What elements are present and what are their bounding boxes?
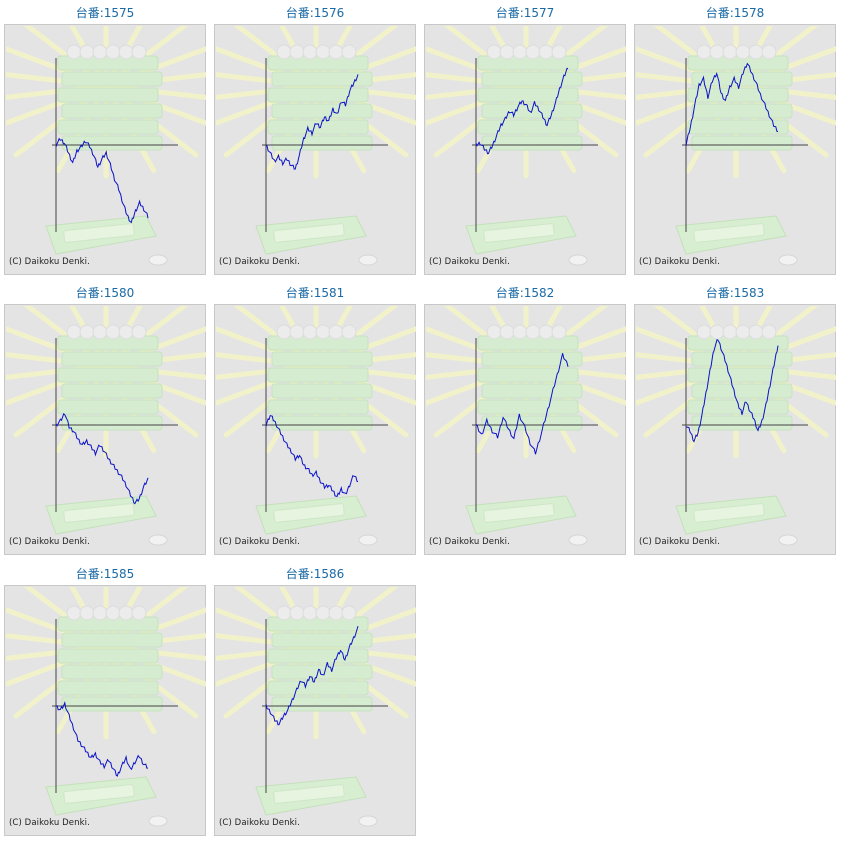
machine-illustration-watermark	[636, 306, 836, 546]
slump-graph[interactable]: (C) Daikoku Denki.	[214, 304, 416, 555]
slump-series-line	[685, 338, 779, 443]
machine-number-label[interactable]: 台番:1583	[705, 286, 765, 300]
machine-illustration-watermark	[426, 306, 626, 546]
slump-graph[interactable]: (C) Daikoku Denki.	[634, 304, 836, 555]
copyright-text: (C) Daikoku Denki.	[9, 537, 90, 547]
machine-card[interactable]: 台番:1583 (C) Daikoku Denki.	[630, 280, 840, 556]
machine-number-label[interactable]: 台番:1577	[495, 6, 555, 20]
slump-graph[interactable]: (C) Daikoku Denki.	[214, 585, 416, 836]
slump-graph[interactable]: (C) Daikoku Denki.	[424, 24, 626, 275]
copyright-text: (C) Daikoku Denki.	[639, 537, 720, 547]
machine-illustration-watermark	[6, 26, 206, 266]
machine-number-label[interactable]: 台番:1575	[75, 6, 135, 20]
copyright-text: (C) Daikoku Denki.	[429, 257, 510, 267]
slump-series-line	[265, 74, 359, 170]
copyright-text: (C) Daikoku Denki.	[219, 818, 300, 828]
slump-series-line	[55, 701, 149, 777]
slump-graph-chart	[6, 26, 206, 266]
machine-number-label[interactable]: 台番:1576	[285, 6, 345, 20]
slump-series-line	[55, 412, 149, 505]
machine-number-label[interactable]: 台番:1586	[285, 567, 345, 581]
slump-graph[interactable]: (C) Daikoku Denki.	[634, 24, 836, 275]
copyright-text: (C) Daikoku Denki.	[429, 537, 510, 547]
slump-graph-chart	[636, 306, 836, 546]
copyright-text: (C) Daikoku Denki.	[219, 537, 300, 547]
machine-number-label[interactable]: 台番:1580	[75, 286, 135, 300]
slump-graph-chart	[6, 306, 206, 546]
machine-card[interactable]: 台番:1578 (C) Daikoku Denki.	[630, 0, 840, 276]
slump-series-line	[265, 626, 359, 726]
slump-graph-chart	[6, 587, 206, 827]
machine-card[interactable]: 台番:1577 (C) Daikoku Denki.	[420, 0, 630, 276]
machine-illustration-watermark	[6, 306, 206, 546]
machine-card[interactable]: 台番:1582 (C) Daikoku Denki.	[420, 280, 630, 556]
machine-number-label[interactable]: 台番:1585	[75, 567, 135, 581]
machine-illustration-watermark	[216, 306, 416, 546]
slump-graph[interactable]: (C) Daikoku Denki.	[4, 24, 206, 275]
copyright-text: (C) Daikoku Denki.	[639, 257, 720, 267]
machine-illustration-watermark	[6, 587, 206, 827]
slump-series-line	[475, 67, 569, 155]
slump-graph-chart	[426, 306, 626, 546]
slump-graph-chart	[216, 306, 416, 546]
slump-series-line	[685, 62, 779, 146]
machine-illustration-watermark	[636, 26, 836, 266]
machine-card[interactable]: 台番:1575 (C) Daikoku Denki.	[0, 0, 210, 276]
machine-number-label[interactable]: 台番:1581	[285, 286, 345, 300]
slump-series-line	[475, 353, 569, 455]
slump-graph-chart	[216, 26, 416, 266]
machine-card[interactable]: 台番:1576 (C) Daikoku Denki.	[210, 0, 420, 276]
machine-card[interactable]: 台番:1581 (C) Daikoku Denki.	[210, 280, 420, 556]
slump-graph-chart	[636, 26, 836, 266]
copyright-text: (C) Daikoku Denki.	[219, 257, 300, 267]
slump-series-line	[55, 137, 149, 224]
machine-card[interactable]: 台番:1580 (C) Daikoku Denki.	[0, 280, 210, 556]
machine-illustration-watermark	[216, 26, 416, 266]
slump-graph[interactable]: (C) Daikoku Denki.	[4, 304, 206, 555]
slump-graph[interactable]: (C) Daikoku Denki.	[424, 304, 626, 555]
machine-card[interactable]: 台番:1586 (C) Daikoku Denki.	[210, 561, 420, 837]
slump-graph[interactable]: (C) Daikoku Denki.	[214, 24, 416, 275]
machine-card[interactable]: 台番:1585 (C) Daikoku Denki.	[0, 561, 210, 837]
copyright-text: (C) Daikoku Denki.	[9, 818, 90, 828]
copyright-text: (C) Daikoku Denki.	[9, 257, 90, 267]
machine-number-label[interactable]: 台番:1578	[705, 6, 765, 20]
machine-illustration-watermark	[216, 587, 416, 827]
slump-graph-chart	[216, 587, 416, 827]
machine-number-label[interactable]: 台番:1582	[495, 286, 555, 300]
machine-illustration-watermark	[426, 26, 626, 266]
slump-series-line	[265, 414, 359, 498]
slump-graph[interactable]: (C) Daikoku Denki.	[4, 585, 206, 836]
slump-graph-chart	[426, 26, 626, 266]
